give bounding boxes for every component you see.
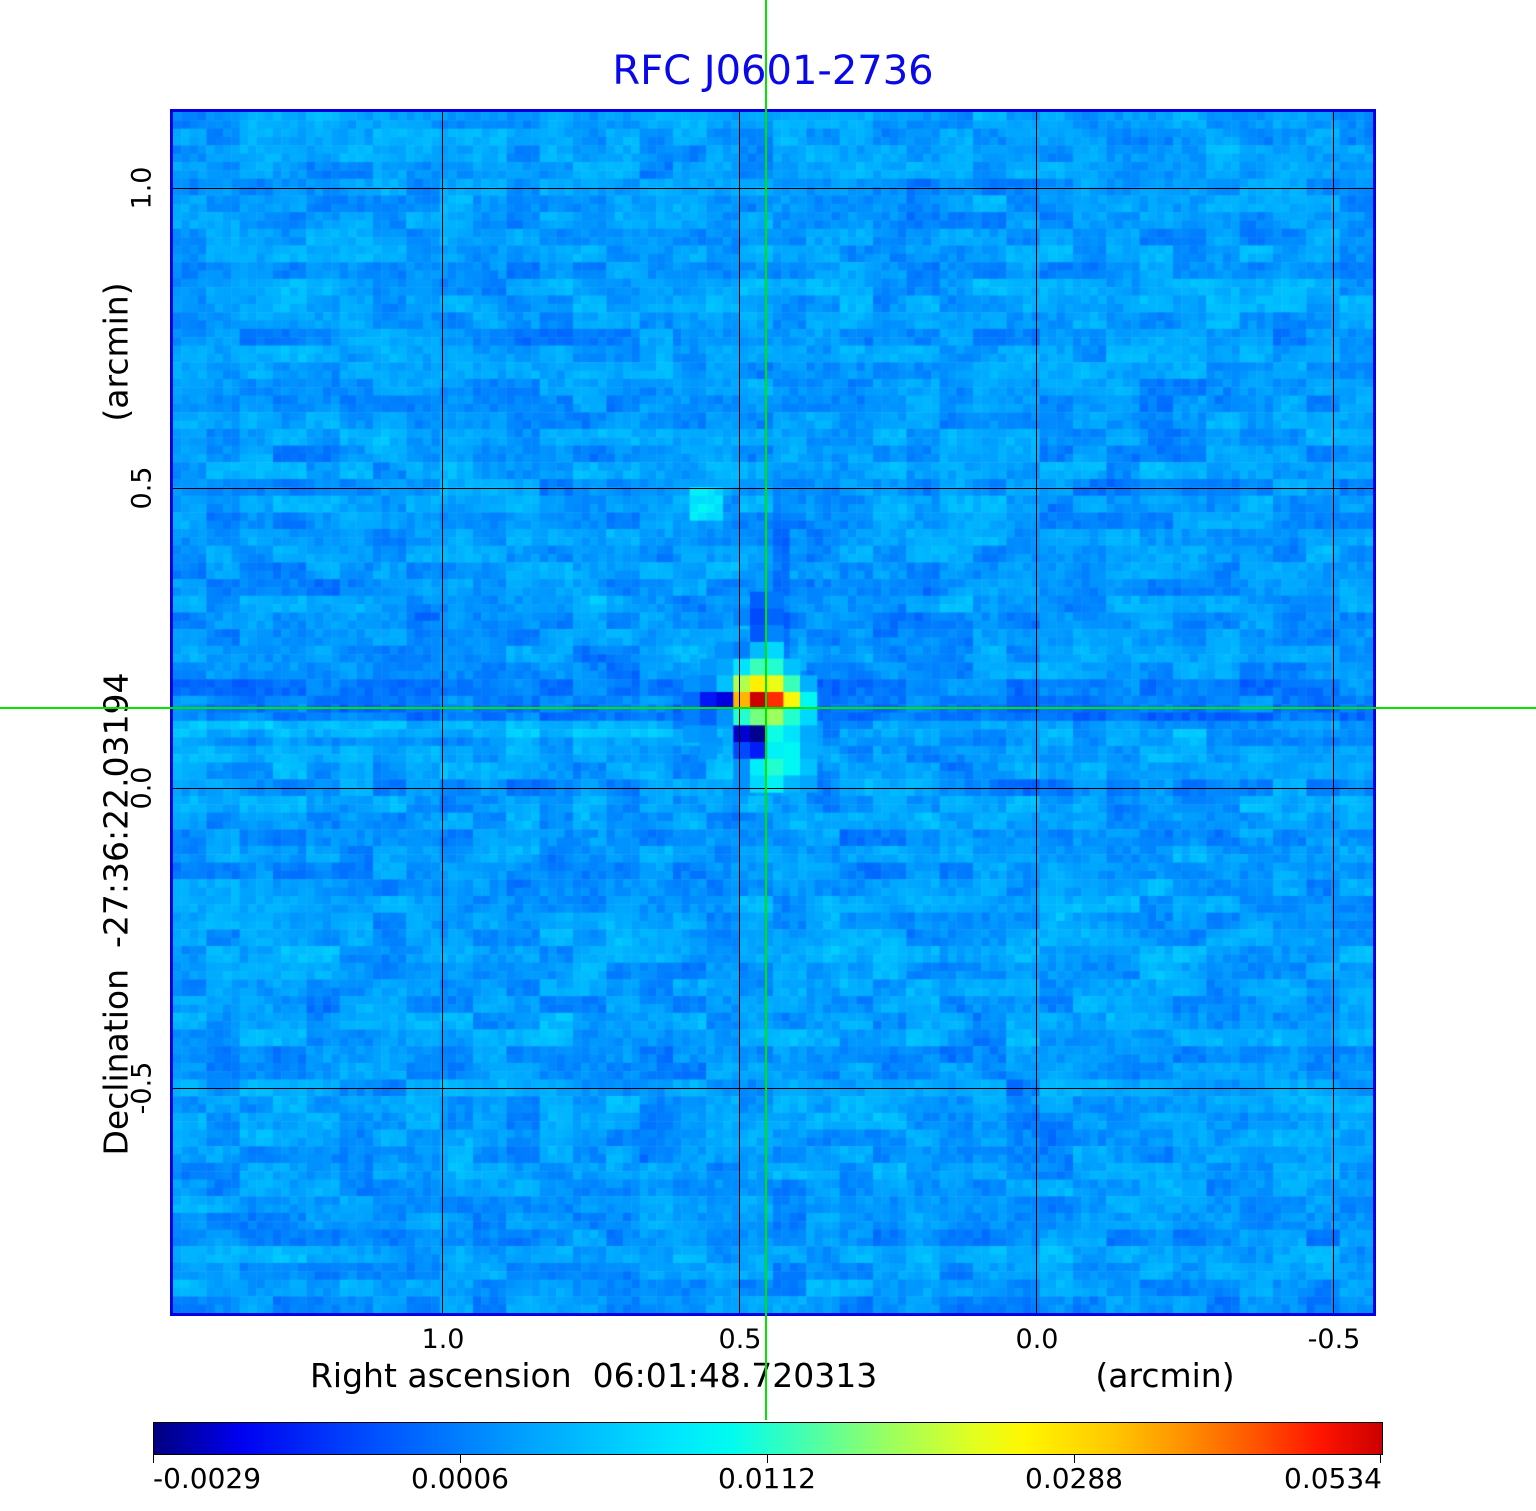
colorbar-tick	[767, 1455, 768, 1463]
x-tick-label: 0.0	[1015, 1324, 1059, 1355]
colorbar-label: -0.0029	[152, 1462, 262, 1495]
colorbar-wedge	[153, 1422, 1383, 1455]
grid-line-horizontal	[173, 788, 1373, 789]
figure-title: RFC J0601-2736	[612, 48, 934, 94]
colorbar-tick	[153, 1455, 154, 1463]
y-axis-label: Declination -27:36:22.03194	[96, 672, 136, 1156]
y-tick-label: 0.5	[126, 466, 158, 510]
crosshair-horizontal-line	[0, 707, 1536, 709]
x-tick-label: -0.5	[1307, 1324, 1361, 1355]
x-tick-label: 1.0	[421, 1324, 465, 1355]
colorbar-label: 0.0288	[1025, 1462, 1123, 1495]
y-tick-label: 1.0	[126, 166, 158, 210]
sky-image-heatmap	[173, 112, 1373, 1313]
grid-line-vertical	[1333, 112, 1334, 1313]
colorbar-label: 0.0112	[718, 1462, 816, 1495]
grid-line-horizontal	[173, 488, 1373, 489]
grid-line-vertical	[442, 112, 443, 1313]
colorbar-tick	[460, 1455, 461, 1463]
x-axis-label: Right ascension 06:01:48.720313	[310, 1356, 878, 1395]
x-axis-unit-label: (arcmin)	[1095, 1356, 1235, 1395]
x-tick-label: 0.5	[718, 1324, 762, 1355]
grid-line-vertical	[739, 112, 740, 1313]
crosshair-vertical-line	[765, 0, 767, 1420]
grid-line-horizontal	[173, 188, 1373, 189]
colorbar-tick	[1074, 1455, 1075, 1463]
grid-line-horizontal	[173, 1088, 1373, 1089]
colorbar-tick	[1380, 1455, 1381, 1463]
colorbar-label: 0.0534	[1284, 1462, 1382, 1495]
colorbar-label: 0.0006	[411, 1462, 509, 1495]
y-axis-unit-label: (arcmin)	[96, 282, 136, 422]
grid-line-vertical	[1036, 112, 1037, 1313]
